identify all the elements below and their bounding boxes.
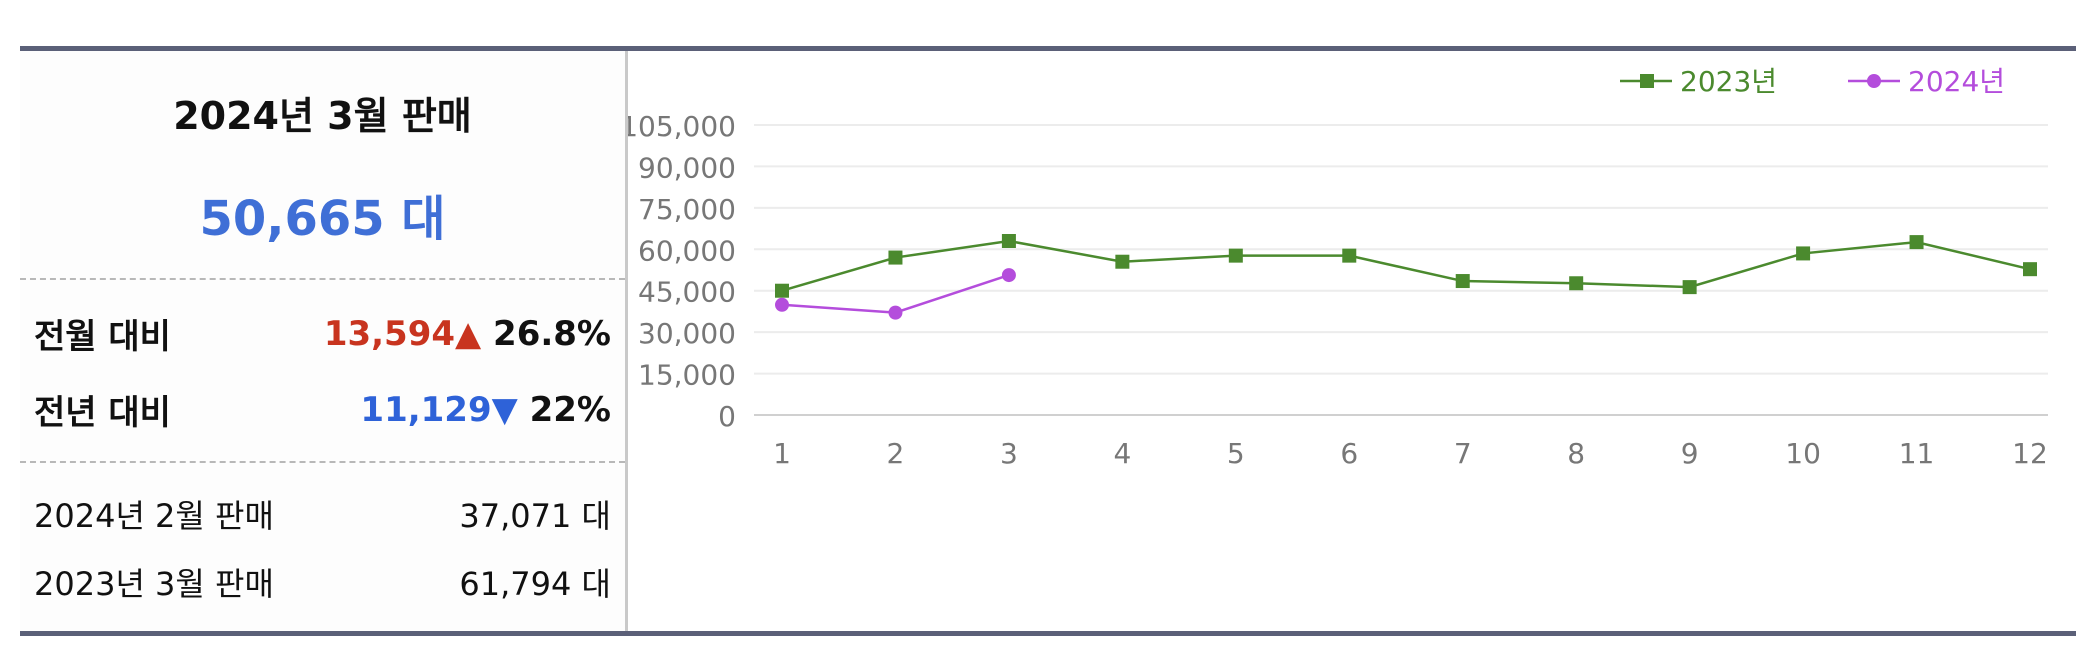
summary-panel: 2024년 3월 판매 50,665 대 전월 대비 13,594▲ 26.8%… bbox=[20, 51, 628, 631]
yoy-percent: 22% bbox=[529, 389, 611, 430]
x-tick-label: 1 bbox=[773, 437, 791, 470]
data-point bbox=[775, 283, 789, 298]
x-tick-label: 6 bbox=[1340, 437, 1358, 470]
data-point bbox=[1115, 254, 1130, 269]
total-sales: 50,665 대 bbox=[199, 191, 446, 247]
divider bbox=[20, 278, 625, 280]
legend-marker bbox=[1867, 74, 1881, 88]
prev-month-value: 37,071 대 bbox=[459, 497, 611, 535]
data-point bbox=[1001, 268, 1016, 283]
series-line bbox=[781, 239, 2031, 292]
x-tick-label: 10 bbox=[1785, 437, 1821, 470]
x-tick-label: 2 bbox=[887, 437, 905, 470]
sales-widget: 2024년 3월 판매 50,665 대 전월 대비 13,594▲ 26.8%… bbox=[20, 46, 2076, 636]
data-point bbox=[1569, 276, 1584, 291]
y-tick-label: 60,000 bbox=[638, 234, 736, 267]
data-point bbox=[1796, 246, 1811, 261]
legend-label: 2024년 bbox=[1908, 65, 2005, 98]
up-arrow-icon: ▲ bbox=[455, 313, 482, 354]
data-point bbox=[1001, 234, 1016, 248]
mom-row: 전월 대비 13,594▲ 26.8% bbox=[34, 309, 611, 358]
down-arrow-icon: ▼ bbox=[491, 389, 518, 430]
x-tick-label: 8 bbox=[1567, 437, 1585, 470]
x-tick-label: 5 bbox=[1227, 437, 1245, 470]
data-point bbox=[888, 305, 903, 320]
data-point bbox=[1909, 235, 1924, 250]
x-tick-label: 12 bbox=[2012, 437, 2048, 470]
yoy-label: 전년 대비 bbox=[34, 393, 171, 433]
y-tick-label: 75,000 bbox=[638, 193, 736, 226]
x-tick-label: 11 bbox=[1899, 437, 1935, 470]
data-point bbox=[1228, 248, 1243, 263]
summary-title: 2024년 3월 판매 bbox=[173, 94, 472, 138]
mom-percent: 26.8% bbox=[493, 313, 611, 354]
prev-month-label: 2024년 2월 판매 bbox=[34, 497, 274, 535]
divider bbox=[20, 461, 625, 463]
data-point bbox=[775, 297, 789, 312]
y-tick-label: 45,000 bbox=[638, 276, 736, 309]
yoy-change: 11,129▼ 22% bbox=[360, 390, 611, 430]
legend-label: 2023년 bbox=[1680, 65, 1777, 98]
x-tick-label: 9 bbox=[1681, 437, 1699, 470]
x-tick-label: 4 bbox=[1113, 437, 1131, 470]
prev-year-row: 2023년 3월 판매 61,794 대 bbox=[34, 559, 611, 605]
legend-marker bbox=[1640, 74, 1654, 88]
mom-change: 13,594▲ 26.8% bbox=[324, 314, 611, 354]
data-point bbox=[2023, 262, 2037, 277]
y-tick-label: 105,000 bbox=[628, 110, 736, 143]
data-point bbox=[1455, 274, 1470, 289]
x-tick-label: 7 bbox=[1454, 437, 1472, 470]
prev-year-value: 61,794 대 bbox=[459, 565, 611, 603]
data-point bbox=[1342, 248, 1357, 263]
line-chart: 015,00030,00045,00060,00075,00090,000105… bbox=[620, 65, 2048, 470]
yoy-row: 전년 대비 11,129▼ 22% bbox=[34, 385, 611, 434]
x-tick-label: 3 bbox=[1000, 437, 1018, 470]
prev-month-row: 2024년 2월 판매 37,071 대 bbox=[34, 491, 611, 537]
data-point bbox=[888, 250, 903, 265]
mom-label: 전월 대비 bbox=[34, 317, 171, 357]
y-tick-label: 15,000 bbox=[638, 359, 736, 392]
yoy-value: 11,129 bbox=[360, 389, 492, 430]
prev-year-label: 2023년 3월 판매 bbox=[34, 565, 274, 603]
data-point bbox=[1682, 280, 1697, 295]
chart-area: 0 15,000 30,000 45,000 60,000 75,000 90,000 105… bbox=[620, 51, 2076, 631]
y-tick-label: 0 bbox=[718, 400, 736, 433]
mom-value: 13,594 bbox=[323, 313, 456, 354]
y-tick-label: 90,000 bbox=[638, 151, 736, 184]
y-tick-label: 30,000 bbox=[638, 317, 736, 350]
